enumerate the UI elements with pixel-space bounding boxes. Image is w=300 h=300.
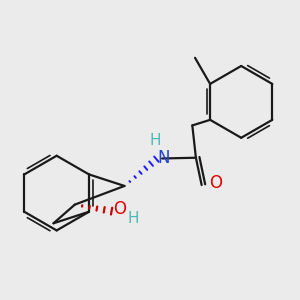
Text: H: H xyxy=(128,211,139,226)
Text: N: N xyxy=(158,149,170,167)
Text: H: H xyxy=(149,133,161,148)
Text: O: O xyxy=(113,200,126,218)
Text: O: O xyxy=(209,174,222,192)
